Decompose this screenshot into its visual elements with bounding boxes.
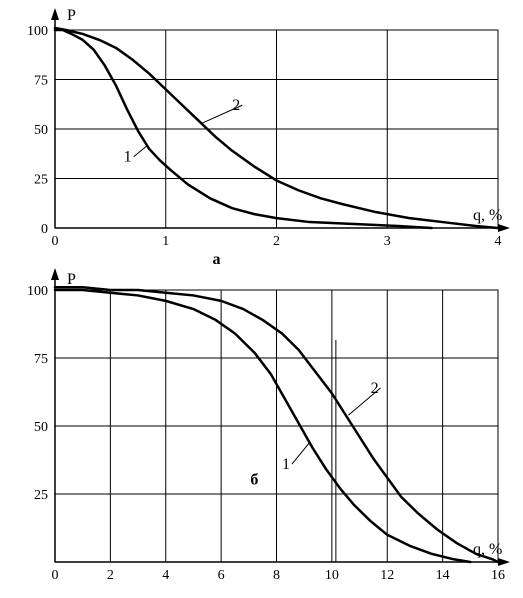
ytick-label: 100 [27,284,48,299]
y-axis-label: P [67,271,76,288]
xtick-label: 0 [52,568,59,583]
xtick-label: 6 [218,568,225,583]
panel-label-a: а [213,251,221,268]
xtick-label: 2 [273,234,280,249]
series-label-1: 1 [282,456,290,473]
xtick-label: 3 [384,234,391,249]
ytick-label: 25 [34,488,48,503]
series-label-2: 2 [371,380,379,397]
xtick-label: 1 [162,234,169,249]
xtick-label: 0 [52,234,59,249]
xtick-label: 8 [273,568,280,583]
ytick-label: 100 [27,24,48,39]
xtick-label: 2 [107,568,114,583]
figure: 12012340255075100Pq, %а12024681012141625… [0,0,523,598]
ytick-label: 25 [34,173,48,188]
ytick-label: 75 [34,352,48,367]
ytick-label: 75 [34,74,48,89]
xtick-label: 14 [436,568,450,583]
x-axis-label: q, % [473,207,502,224]
xtick-label: 4 [495,234,502,249]
ytick-label: 0 [41,222,48,237]
panel-label-b: б [250,471,258,488]
xtick-label: 10 [325,568,339,583]
series-label-2: 2 [232,97,240,114]
xtick-label: 16 [491,568,505,583]
ytick-label: 50 [34,420,48,435]
series-label-1: 1 [124,149,132,166]
xtick-label: 4 [162,568,169,583]
y-axis-label: P [67,7,76,24]
x-axis-label: q, % [473,541,502,558]
xtick-label: 12 [380,568,394,583]
ytick-label: 50 [34,123,48,138]
